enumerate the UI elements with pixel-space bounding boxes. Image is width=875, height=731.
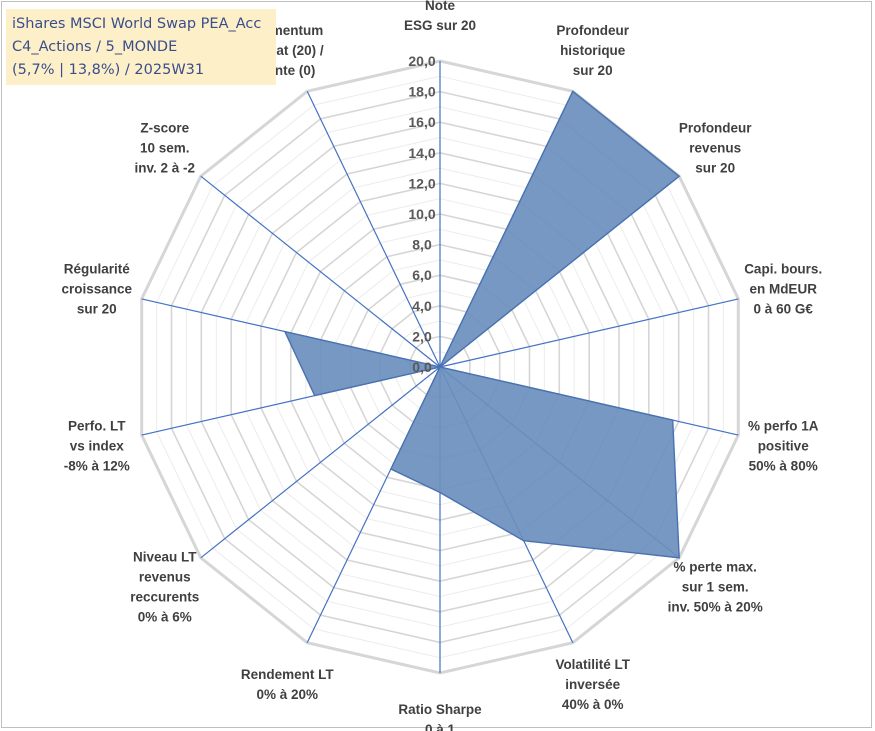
radar-axis-label: Profondeur revenus sur 20	[679, 121, 752, 176]
radar-data-point	[314, 395, 316, 397]
radar-tick-label: 14,0	[408, 145, 435, 161]
radar-series	[283, 90, 681, 559]
radar-axis-label: Note ESG sur 20	[404, 0, 476, 33]
radar-axis-label: Z-score 10 sem. inv. 2 à -2	[135, 121, 196, 176]
radar-axis-label: Niveau LT revenus reccurents 0% à 6%	[130, 550, 199, 625]
radar-axis-label: Volatilité LT inversée 40% à 0%	[555, 657, 630, 712]
radar-tick-label: 16,0	[408, 114, 435, 130]
radar-tick-label: 2,0	[412, 328, 432, 344]
radar-spoke	[200, 366, 441, 559]
radar-tick-label: 6,0	[412, 267, 432, 283]
radar-axis-label: Ratio Sharpe 0 à 1	[398, 702, 482, 731]
radar-data-point	[523, 540, 525, 542]
radar-spoke	[306, 91, 441, 368]
radar-data-point	[678, 175, 680, 177]
chart-title-line-3: (5,7% | 13,8%) / 2025W31	[12, 62, 205, 78]
chart-title-line-1: iShares MSCI World Swap PEA_Acc	[12, 16, 262, 32]
radar-tick-label: 12,0	[408, 175, 435, 191]
radar-series-area	[283, 90, 681, 559]
radar-tick-labels: 0,0 2,0 4,0 6,0 8,0 10,0 12,0 14,0 16,0 18,0 20,0	[408, 53, 435, 375]
radar-data-point	[284, 331, 286, 333]
radar-axis-label: % perte max. sur 1 sem. inv. 50% à 20%	[668, 560, 763, 615]
radar-tick-label: 8,0	[412, 237, 432, 253]
radar-tick-label: 4,0	[412, 298, 432, 314]
chart-title-line-2: C4_Actions / 5_MONDE	[12, 39, 178, 55]
radar-axis-label: Perfo. LT vs index -8% à 12%	[64, 418, 130, 473]
radar-axis-label: Régularité croissance sur 20	[62, 262, 133, 317]
radar-spoke	[200, 175, 441, 368]
radar-data-point	[678, 557, 680, 559]
radar-data-point	[672, 419, 674, 421]
radar-axis-label: % perfo 1A positive 50% à 80%	[748, 418, 819, 473]
radar-tick-label: 10,0	[408, 206, 435, 222]
radar-axis-label: Profondeur historique sur 20	[556, 23, 629, 78]
radar-tick-label: 18,0	[408, 84, 435, 100]
radar-spoke	[439, 298, 739, 368]
radar-data-point	[439, 492, 441, 494]
chart-title-box: iShares MSCI World Swap PEA_Acc C4_Actio…	[6, 9, 276, 85]
radar-data-point	[572, 91, 574, 93]
radar-axis-label: Capi. bours. en MdEUR 0 à 60 G€	[744, 262, 822, 317]
radar-tick-label: 20,0	[408, 53, 435, 69]
radar-axis-labels: Note ESG sur 20 Profondeur historique sur 20…	[62, 0, 823, 731]
radar-data-point	[439, 366, 441, 368]
radar-tick-label: 0,0	[412, 359, 432, 375]
radar-data-point	[390, 468, 392, 470]
radar-axis-label: Rendement LT 0% à 20%	[241, 667, 335, 702]
